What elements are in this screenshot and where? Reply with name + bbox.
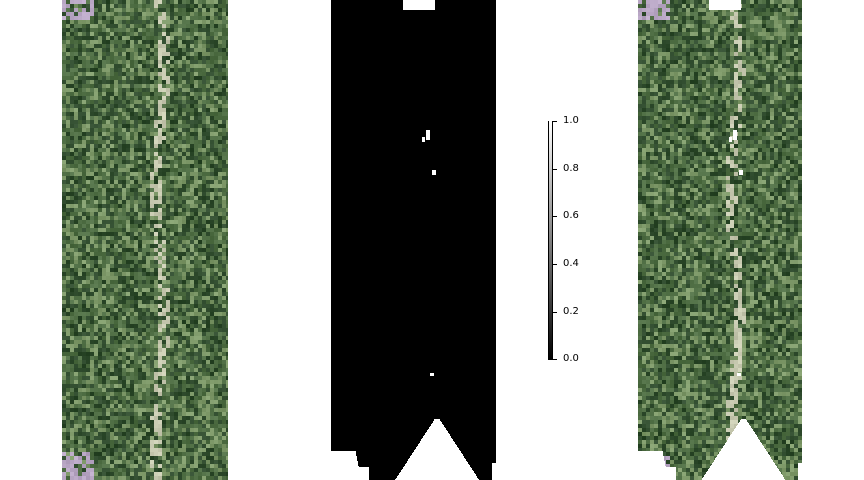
colorbar-tick-label: 1.0 xyxy=(563,115,579,126)
masked-tree-image-panel xyxy=(638,0,802,480)
colorbar-tick-label: 0.8 xyxy=(563,163,579,174)
colorbar-tick xyxy=(553,312,557,313)
binary-mask-panel xyxy=(331,0,496,480)
colorbar-tick-label: 0.0 xyxy=(563,353,579,364)
colorbar-tick-label: 0.6 xyxy=(563,210,579,221)
colorbar-axis xyxy=(552,121,553,360)
colorbar-tick xyxy=(553,216,557,217)
colorbar-tick xyxy=(553,121,557,122)
masked-tree-image xyxy=(638,0,802,480)
binary-mask-image xyxy=(331,0,496,480)
colorbar-tick-label: 0.2 xyxy=(563,306,579,317)
colorbar-gradient xyxy=(548,121,553,360)
rgb-tree-image-panel xyxy=(62,0,228,480)
colorbar-tick-label: 0.4 xyxy=(563,258,579,269)
colorbar-tick xyxy=(553,169,557,170)
rgb-tree-image xyxy=(62,0,228,480)
colorbar-tick xyxy=(553,359,557,360)
colorbar-tick xyxy=(553,264,557,265)
